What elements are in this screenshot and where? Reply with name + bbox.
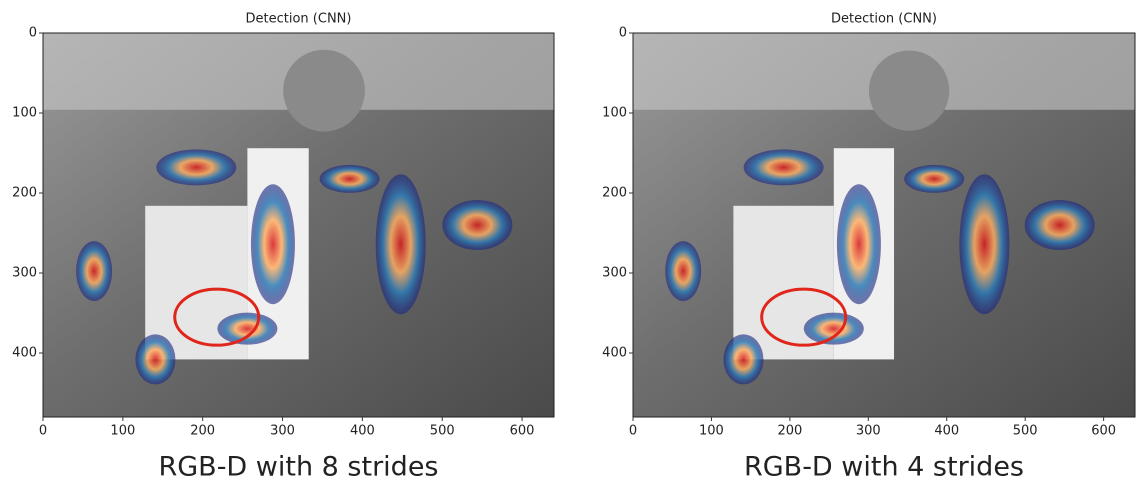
heat-blob xyxy=(76,241,112,301)
x-tick-label: 500 xyxy=(430,424,455,439)
caption: RGB-D with 4 strides xyxy=(744,452,1024,483)
y-tick-label: 400 xyxy=(12,346,37,361)
x-tick-label: 300 xyxy=(270,424,295,439)
y-tick-label: 200 xyxy=(602,186,627,201)
heat-blob xyxy=(723,334,763,384)
x-tick-label: 400 xyxy=(934,424,959,439)
x-tick-label: 200 xyxy=(777,424,802,439)
heat-blob xyxy=(959,174,1009,314)
y-tick-label: 0 xyxy=(29,26,37,41)
x-tick-label: 600 xyxy=(510,424,535,439)
heat-blob xyxy=(376,174,426,314)
scene-globe xyxy=(283,50,365,132)
heat-blob xyxy=(135,334,175,384)
x-tick-label: 100 xyxy=(110,424,135,439)
panel-title: Detection (CNN) xyxy=(246,12,352,27)
y-tick-label: 400 xyxy=(602,346,627,361)
heat-blob xyxy=(320,165,380,193)
panel-title: Detection (CNN) xyxy=(831,12,937,27)
y-tick-label: 200 xyxy=(12,186,37,201)
heat-blob xyxy=(217,313,277,345)
heat-blob xyxy=(156,149,236,185)
figure: Detection (CNN) 0 100 200 300 400 500 600 0 100 20… xyxy=(0,0,1138,486)
heat-blob xyxy=(1025,200,1095,250)
y-tick-label: 100 xyxy=(602,106,627,121)
heat-blob xyxy=(837,184,881,304)
x-tick-label: 0 xyxy=(629,424,637,439)
y-tick-label: 100 xyxy=(12,106,37,121)
y-tick-label: 0 xyxy=(619,26,627,41)
y-tick-label: 300 xyxy=(602,266,627,281)
x-tick-label: 400 xyxy=(350,424,375,439)
heat-blob xyxy=(665,241,701,301)
heat-blob xyxy=(442,200,512,250)
x-tick-label: 600 xyxy=(1091,424,1116,439)
caption: RGB-D with 8 strides xyxy=(158,452,438,483)
x-tick-label: 500 xyxy=(1013,424,1038,439)
heat-blob xyxy=(804,313,864,345)
x-tick-label: 300 xyxy=(856,424,881,439)
x-tick-label: 200 xyxy=(190,424,215,439)
x-tick-label: 100 xyxy=(699,424,724,439)
heat-blob xyxy=(904,165,964,193)
x-tick-label: 0 xyxy=(39,424,47,439)
heat-blob xyxy=(744,149,824,185)
scene-globe xyxy=(869,50,949,130)
y-tick-label: 300 xyxy=(12,266,37,281)
heat-blob xyxy=(251,184,295,304)
